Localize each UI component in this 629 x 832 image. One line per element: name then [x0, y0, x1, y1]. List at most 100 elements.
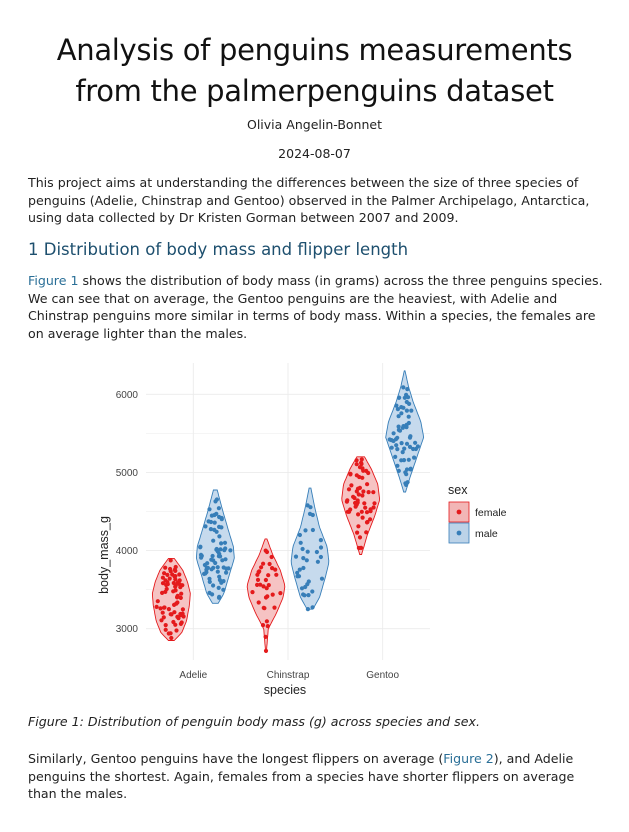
- y-tick-label: 5000: [116, 468, 139, 479]
- data-point-gentoo-female: [356, 524, 361, 529]
- data-point-gentoo-female: [359, 509, 364, 514]
- chart-points: [154, 385, 420, 653]
- data-point-gentoo-female: [371, 505, 376, 510]
- data-point-adelie-female: [171, 589, 176, 594]
- data-point-adelie-female: [171, 619, 176, 625]
- x-axis-label: species: [264, 683, 306, 697]
- date: 2024-08-07: [278, 146, 351, 161]
- data-point-chinstrap-male: [318, 538, 323, 543]
- data-point-gentoo-female: [364, 468, 369, 473]
- data-point-adelie-male: [207, 590, 212, 595]
- data-point-adelie-female: [158, 606, 163, 611]
- data-point-adelie-male: [224, 570, 229, 575]
- data-point-adelie-male: [221, 587, 226, 592]
- data-point-gentoo-male: [387, 437, 392, 442]
- data-point-adelie-female: [178, 595, 183, 600]
- data-point-adelie-female: [165, 572, 170, 577]
- data-point-chinstrap-female: [263, 548, 268, 553]
- data-point-chinstrap-female: [257, 569, 262, 574]
- paragraph-2: Similarly, Gentoo penguins have the long…: [28, 750, 603, 803]
- legend-title: sex: [448, 483, 468, 497]
- data-point-gentoo-male: [404, 472, 409, 477]
- data-point-gentoo-female: [364, 530, 369, 535]
- data-point-gentoo-female: [355, 498, 360, 503]
- x-tick-label: Gentoo: [366, 670, 399, 681]
- data-point-gentoo-female: [362, 501, 367, 506]
- data-point-chinstrap-female: [267, 561, 272, 567]
- data-point-gentoo-male: [399, 441, 404, 446]
- data-point-adelie-female: [166, 631, 171, 636]
- data-point-adelie-male: [219, 517, 224, 522]
- data-point-adelie-male: [220, 558, 225, 563]
- data-point-gentoo-male: [389, 445, 394, 450]
- data-point-gentoo-female: [357, 535, 363, 540]
- data-point-chinstrap-male: [296, 574, 302, 579]
- paragraph-1: Figure 1 shows the distribution of body …: [28, 272, 603, 342]
- data-point-gentoo-male: [395, 463, 400, 468]
- data-point-chinstrap-female: [266, 583, 271, 588]
- paragraph-1-text: shows the distribution of body mass (in …: [28, 273, 603, 341]
- data-point-gentoo-male: [394, 443, 399, 448]
- data-point-chinstrap-female: [255, 572, 260, 577]
- data-point-adelie-male: [215, 549, 220, 554]
- data-point-gentoo-male: [403, 481, 408, 486]
- data-point-adelie-female: [165, 580, 170, 585]
- document-title: Analysis of penguins measurements from t…: [56, 33, 573, 108]
- data-point-chinstrap-female: [264, 586, 269, 591]
- data-point-adelie-male: [216, 506, 221, 511]
- data-point-adelie-female: [162, 605, 167, 610]
- legend-dot-female: [456, 509, 462, 515]
- data-point-chinstrap-male: [318, 545, 324, 550]
- data-point-gentoo-male: [396, 424, 401, 429]
- y-tick-label: 3000: [116, 624, 139, 635]
- data-point-chinstrap-male: [302, 593, 307, 598]
- data-point-chinstrap-female: [263, 634, 268, 639]
- data-point-gentoo-male: [400, 450, 405, 455]
- y-tick-label: 6000: [116, 390, 139, 401]
- data-point-adelie-male: [204, 567, 209, 572]
- data-point-gentoo-female: [349, 483, 354, 488]
- figure-1-caption: Figure 1: Distribution of penguin body m…: [28, 714, 480, 729]
- data-point-adelie-male: [216, 585, 221, 590]
- data-point-gentoo-male: [411, 446, 416, 452]
- data-point-adelie-female: [168, 612, 173, 617]
- figure-2-link[interactable]: Figure 2: [443, 751, 494, 766]
- data-point-gentoo-female: [364, 510, 370, 515]
- data-point-gentoo-female: [360, 466, 365, 471]
- data-point-adelie-female: [180, 607, 185, 612]
- data-point-chinstrap-male: [306, 593, 311, 598]
- figure-1-link[interactable]: Figure 1: [28, 273, 79, 288]
- data-point-gentoo-female: [372, 501, 377, 506]
- author: Olivia Angelin-Bonnet: [247, 117, 382, 132]
- data-point-chinstrap-female: [255, 577, 261, 582]
- data-point-adelie-male: [199, 553, 204, 558]
- data-point-adelie-male: [217, 534, 222, 539]
- data-point-chinstrap-female: [273, 567, 278, 572]
- figure-1-chart: 3000 4000 5000 6000 Adelie Chinstrap Gentoo s…: [97, 363, 507, 697]
- section-heading-1: 1 Distribution of body mass and flipper …: [28, 240, 409, 259]
- data-point-adelie-female: [173, 564, 178, 570]
- data-point-gentoo-male: [406, 414, 411, 419]
- data-point-adelie-female: [154, 604, 159, 609]
- data-point-chinstrap-male: [297, 532, 302, 538]
- data-point-chinstrap-female: [263, 595, 269, 600]
- data-point-gentoo-female: [354, 462, 359, 467]
- data-point-adelie-female: [175, 600, 180, 605]
- data-point-chinstrap-female: [278, 591, 283, 596]
- data-point-adelie-male: [212, 520, 217, 525]
- data-point-adelie-male: [209, 567, 214, 572]
- data-point-adelie-female: [166, 607, 171, 612]
- data-point-gentoo-male: [409, 408, 414, 413]
- data-point-gentoo-female: [357, 485, 362, 490]
- data-point-chinstrap-female: [259, 565, 264, 570]
- data-point-adelie-male: [198, 544, 203, 549]
- data-point-gentoo-male: [395, 447, 400, 452]
- data-point-gentoo-female: [365, 519, 370, 525]
- data-point-gentoo-female: [354, 458, 359, 463]
- data-point-gentoo-male: [408, 434, 413, 439]
- data-point-adelie-female: [177, 578, 182, 583]
- y-tick-label: 4000: [116, 546, 139, 557]
- data-point-chinstrap-female: [261, 584, 266, 589]
- data-point-chinstrap-female: [266, 573, 271, 578]
- data-point-adelie-male: [216, 554, 221, 559]
